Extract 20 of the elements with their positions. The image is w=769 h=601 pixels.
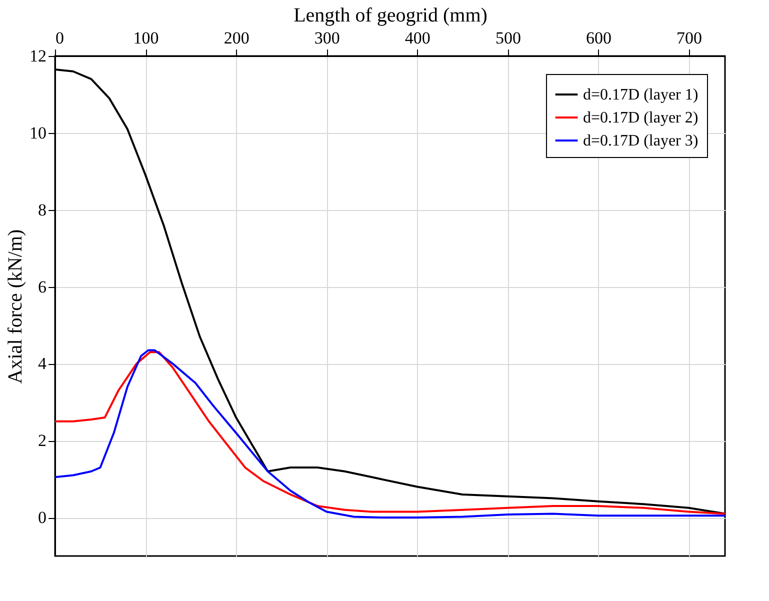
legend-label: d=0.17D (layer 1) bbox=[583, 86, 698, 104]
x-tick-label: 200 bbox=[224, 28, 250, 48]
x-tick-label: 300 bbox=[314, 28, 340, 48]
x-tick-label: 400 bbox=[404, 28, 430, 48]
x-tick-label: 700 bbox=[676, 28, 702, 48]
y-tick-label: 2 bbox=[38, 431, 46, 450]
x-tick-label: 500 bbox=[495, 28, 521, 48]
y-axis-title: Axial force (kN/m) bbox=[4, 229, 26, 384]
legend-label: d=0.17D (layer 3) bbox=[583, 132, 698, 150]
x-tick-label: 0 bbox=[56, 28, 64, 48]
y-tick-label: 12 bbox=[30, 46, 46, 66]
x-tick-label: 100 bbox=[133, 28, 159, 48]
y-tick-label: 10 bbox=[30, 123, 46, 142]
y-tick-label: 8 bbox=[38, 200, 46, 220]
y-tick-label: 0 bbox=[38, 508, 46, 528]
x-tick-label: 600 bbox=[586, 28, 612, 48]
x-axis-title: Length of geogrid (mm) bbox=[294, 4, 488, 26]
y-tick-label: 6 bbox=[38, 277, 46, 296]
y-tick-label: 4 bbox=[38, 354, 47, 374]
legend-label: d=0.17D (layer 2) bbox=[583, 110, 698, 126]
